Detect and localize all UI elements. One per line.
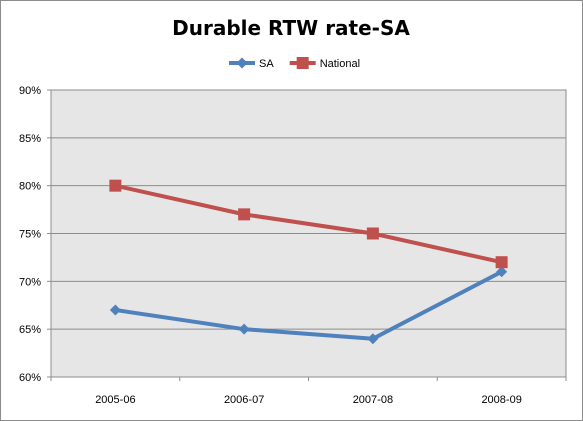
x-tick-label: 2006-07 [224, 394, 264, 406]
y-tick-label: 70% [19, 276, 41, 288]
legend: SA National [229, 57, 360, 70]
chart-title: Durable RTW rate-SA [172, 16, 410, 40]
legend-label: National [320, 58, 360, 70]
y-tick-label: 90% [19, 85, 41, 97]
y-tick-label: 85% [19, 133, 41, 145]
series-line-sa [115, 269, 503, 341]
y-tick-label: 60% [19, 372, 41, 384]
data-point-sa [496, 266, 508, 278]
series-line-national [114, 183, 503, 265]
data-point-sa [109, 304, 121, 316]
x-axis: 2005-06 2006-07 2007-08 2008-09 [50, 377, 567, 406]
y-tick-label: 75% [19, 229, 41, 241]
y-tick-label: 80% [19, 181, 41, 193]
legend-item-sa: SA [229, 57, 274, 70]
legend-swatch-marker [296, 57, 309, 69]
data-point-national [109, 179, 122, 192]
series-layer [109, 179, 508, 345]
x-tick-label: 2005-06 [95, 394, 135, 406]
series-sa [109, 266, 508, 345]
y-axis: 60% 65% 70% 75% 80% 85% 90% [19, 85, 51, 384]
data-point-national [495, 256, 508, 269]
gridlines [51, 137, 566, 330]
data-point-national [366, 227, 379, 240]
data-point-sa [238, 323, 250, 335]
x-tick-label: 2008-09 [481, 394, 521, 406]
data-point-sa [367, 333, 379, 345]
legend-label: SA [259, 58, 274, 70]
series-national [109, 179, 508, 269]
legend-item-national: National [289, 57, 360, 70]
x-tick-label: 2007-08 [353, 394, 393, 406]
y-tick-label: 65% [19, 324, 41, 336]
legend-swatch-marker [236, 57, 248, 69]
data-point-national [238, 208, 251, 221]
